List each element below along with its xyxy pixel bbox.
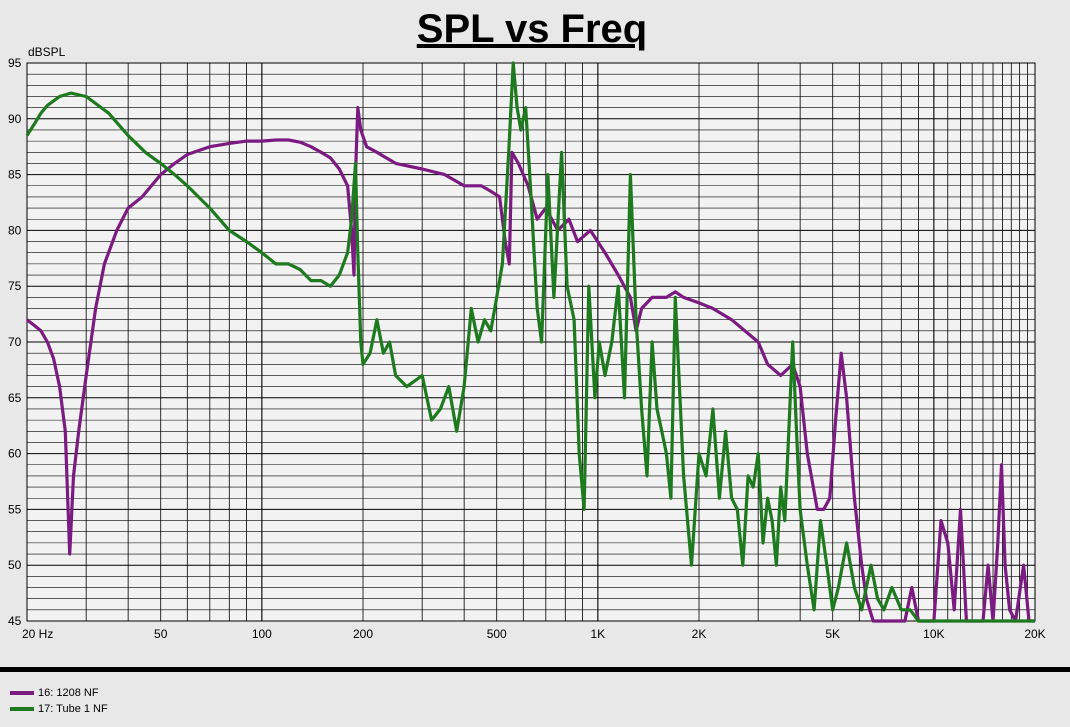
y-tick-label: 80: [8, 223, 22, 237]
y-tick-label: 85: [8, 168, 22, 182]
legend-swatch-tube: [10, 707, 34, 711]
y-tick-label: 60: [8, 447, 22, 461]
chart-title: SPL vs Freq: [417, 7, 647, 51]
y-tick-label: 50: [8, 558, 22, 572]
x-tick-label: 20 Hz: [22, 627, 53, 641]
y-tick-label: 70: [8, 335, 22, 349]
legend-label-1208: 16: 1208 NF: [38, 687, 99, 699]
x-tick-label: 100: [252, 627, 272, 641]
y-tick-labels: 95 90 85 80 75 70 65 60 55 50 45: [8, 56, 22, 628]
x-tick-label: 1K: [591, 627, 606, 641]
legend-swatch-1208: [10, 691, 34, 695]
legend: 16: 1208 NF 17: Tube 1 NF: [10, 685, 108, 717]
y-axis-label: dBSPL: [28, 45, 66, 59]
x-tick-label: 5K: [825, 627, 840, 641]
x-tick-label: 20K: [1024, 627, 1045, 641]
x-tick-label: 2K: [692, 627, 707, 641]
legend-label-tube: 17: Tube 1 NF: [38, 703, 108, 715]
y-tick-label: 75: [8, 279, 22, 293]
series-layer: [25, 61, 1035, 623]
x-tick-label: 50: [154, 627, 168, 641]
x-tick-label: 10K: [923, 627, 944, 641]
legend-separator: [0, 667, 1070, 672]
grid: [26, 62, 1036, 622]
y-tick-label: 65: [8, 391, 22, 405]
x-tick-label: 200: [353, 627, 373, 641]
y-tick-label: 90: [8, 112, 22, 126]
y-tick-label: 45: [8, 614, 22, 628]
x-tick-label: 500: [487, 627, 507, 641]
y-tick-label: 95: [8, 56, 22, 70]
legend-entry-tube: 17: Tube 1 NF: [10, 701, 108, 717]
y-tick-label: 55: [8, 502, 22, 516]
x-tick-labels: 20 Hz 50 100 200 500 1K 2K 5K 10K 20K: [22, 627, 1046, 641]
series-line-1: [25, 61, 1035, 623]
legend-entry-1208: 16: 1208 NF: [10, 685, 108, 701]
